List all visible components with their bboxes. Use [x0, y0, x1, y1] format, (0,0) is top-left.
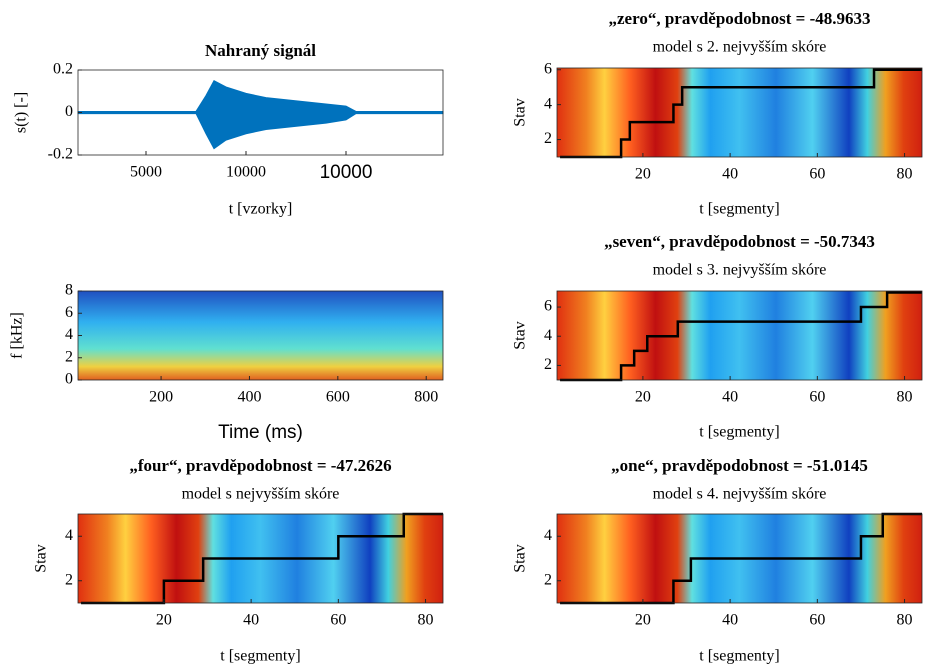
state-path [560, 291, 922, 382]
x-tick-label: 20 [635, 612, 651, 629]
state-path [560, 68, 922, 159]
state-path [81, 512, 443, 605]
axes-box [556, 67, 923, 158]
y-axis-label: f [kHz] [9, 312, 26, 359]
y-axis-label: Stav [512, 321, 529, 349]
x-axis-label: t [segmenty] [699, 201, 779, 218]
x-axis-label: t [segmenty] [699, 424, 779, 441]
y-tick-label: 2 [544, 130, 552, 147]
y-tick-label: 2 [544, 356, 552, 373]
x-tick-label: 60 [809, 612, 825, 629]
subplot-title: „zero“, pravděpodobnost = -48.9633 [608, 9, 870, 28]
heatmap-image [557, 291, 922, 380]
x-tick-label: 40 [722, 166, 738, 183]
x-tick-label: 600 [326, 389, 350, 406]
y-tick-label: 4 [544, 327, 552, 344]
subplot-title: „one“, pravděpodobnost = -51.0145 [611, 456, 868, 475]
x-tick-label: 20 [635, 166, 651, 183]
y-tick-label: 0 [65, 103, 73, 120]
x-axis-label: t [segmenty] [220, 648, 300, 665]
state-path [560, 512, 922, 605]
x-tick-label: 80 [418, 612, 434, 629]
x-tick-label: 5000 [130, 164, 162, 181]
x-tick-label: 60 [330, 612, 346, 629]
y-tick-label: 0 [65, 371, 73, 388]
y-axis-label: Stav [512, 544, 529, 572]
subplot-title: Nahraný signál [205, 41, 316, 60]
spectrogram-image [78, 291, 443, 380]
y-tick-label: 2 [65, 348, 73, 365]
x-tick-label: 80 [897, 612, 913, 629]
y-tick-label: 4 [544, 95, 552, 112]
subplot-subtitle: model s 2. nejvyšším skóre [653, 39, 827, 56]
signal-envelope [77, 112, 444, 150]
y-axis-label: s(t) [-] [13, 92, 30, 133]
x-tick-label: 20 [156, 612, 172, 629]
subplot-subtitle: model s nejvyšším skóre [182, 486, 340, 503]
x-tick-label: 40 [243, 612, 259, 629]
x-tick-label: 400 [237, 389, 261, 406]
x-tick-label: 800 [414, 389, 438, 406]
subplot-subtitle: model s 3. nejvyšším skóre [653, 262, 827, 279]
y-axis-label: Stav [33, 544, 50, 572]
heatmap-image [557, 68, 922, 157]
subplot-subtitle: model s 4. nejvyšším skóre [653, 486, 827, 503]
y-tick-label: 8 [65, 282, 73, 299]
axes-box [77, 513, 444, 604]
y-tick-label: 6 [544, 60, 552, 77]
y-tick-label: 2 [544, 571, 552, 588]
x-tick-label: 10000 [320, 162, 373, 183]
y-tick-label: 2 [65, 571, 73, 588]
y-tick-label: 6 [65, 304, 73, 321]
y-tick-label: -0.2 [48, 146, 73, 163]
axes-box [556, 513, 923, 604]
y-axis-label: Stav [512, 98, 529, 126]
x-tick-label: 60 [809, 166, 825, 183]
subplot-title: „seven“, pravděpodobnost = -50.7343 [604, 232, 875, 251]
y-tick-label: 6 [544, 298, 552, 315]
x-tick-label: 40 [722, 612, 738, 629]
x-tick-label: 40 [722, 389, 738, 406]
signal-envelope [77, 79, 444, 113]
x-tick-label: 10000 [226, 164, 266, 181]
subplot-title: „four“, pravděpodobnost = -47.2626 [129, 456, 391, 475]
y-tick-label: 4 [65, 527, 73, 544]
x-tick-label: 20 [635, 389, 651, 406]
x-tick-label: 80 [897, 389, 913, 406]
x-tick-label: 80 [897, 166, 913, 183]
y-tick-label: 0.2 [53, 61, 73, 78]
x-axis-label: t [segmenty] [699, 648, 779, 665]
y-tick-label: 4 [544, 527, 552, 544]
x-axis-label: t [vzorky] [229, 201, 293, 218]
x-tick-label: 60 [809, 389, 825, 406]
x-tick-label: 200 [149, 389, 173, 406]
axes-box [556, 290, 923, 381]
x-axis-label: Time (ms) [218, 422, 303, 443]
y-tick-label: 4 [65, 326, 73, 343]
